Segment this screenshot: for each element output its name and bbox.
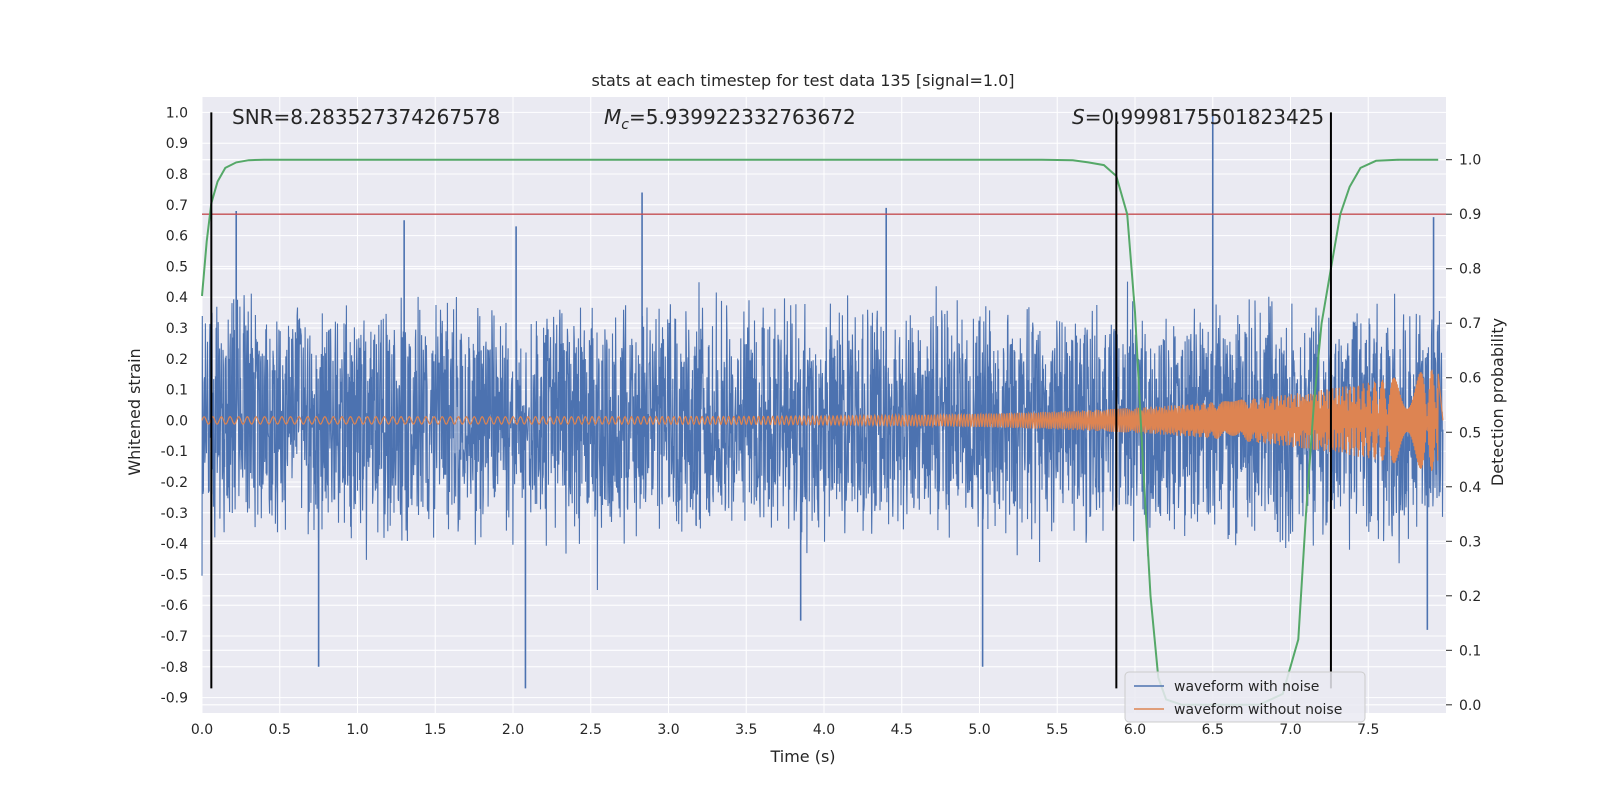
y-tick-label: 0.6	[166, 229, 188, 245]
chart-title: stats at each timestep for test data 135…	[591, 71, 1014, 90]
y-tick-label: 0.5	[166, 259, 188, 275]
y-tick-label: -0.8	[161, 660, 188, 676]
y-tick-label: 0.2	[166, 352, 188, 368]
y2-tick-label: 0.5	[1459, 425, 1481, 441]
score-annotation: S=0.9998175501823425	[1072, 105, 1324, 129]
y-tick-label: -0.3	[161, 506, 188, 522]
y-tick-label: -0.1	[161, 444, 188, 460]
series-waveform-without-noise	[201, 369, 1444, 472]
chirp-mass-annotation: Mc=5.939922332763672	[604, 105, 856, 133]
x-tick-label: 7.0	[1279, 722, 1301, 738]
y-tick-label: 0.4	[166, 290, 188, 306]
y-tick-label: 0.9	[166, 136, 188, 152]
legend-box	[1124, 671, 1366, 723]
snr-annotation: SNR=8.283527374267578	[232, 105, 500, 129]
noise-trace	[201, 281, 1444, 591]
chirp-mass-symbol: M	[604, 105, 621, 129]
y-tick-label: -0.2	[161, 475, 188, 491]
x-tick-label: 6.5	[1202, 722, 1224, 738]
y-tick-label: 0.7	[166, 198, 188, 214]
y-tick-label: 0.3	[166, 321, 188, 337]
legend: waveform with noise waveform without noi…	[1124, 671, 1366, 723]
x-tick-label: 6.0	[1124, 722, 1146, 738]
y-tick-label: 1.0	[166, 105, 188, 121]
x-tick-label: 4.5	[891, 722, 913, 738]
y-tick-label: -0.5	[161, 567, 188, 583]
y2-axis-ticks: 1.0 0.9 0.8 0.7 0.6 0.5 0.4 0.3 0.2 0.1 0.0	[1446, 153, 1481, 714]
y2-axis-label: Detection probability	[1488, 318, 1507, 486]
x-tick-label: 0.0	[191, 722, 213, 738]
x-tick-label: 5.0	[968, 722, 990, 738]
legend-label-clean: waveform without noise	[1174, 702, 1342, 718]
y-axis-label: Whitened strain	[125, 348, 144, 475]
y-axis-ticks: 1.0 0.9 0.8 0.7 0.6 0.5 0.4 0.3 0.2 0.1 0.0 -0.1 -0.…	[161, 105, 188, 706]
x-tick-label: 2.5	[580, 722, 602, 738]
y2-tick-label: 0.4	[1459, 480, 1481, 496]
y2-tick-label: 0.7	[1459, 316, 1481, 332]
y2-tick-label: 0.6	[1459, 371, 1481, 387]
x-axis-label: Time (s)	[769, 747, 835, 766]
x-tick-label: 7.5	[1357, 722, 1379, 738]
x-tick-label: 0.5	[269, 722, 291, 738]
y-tick-label: 0.0	[166, 413, 188, 429]
y-tick-label: 0.8	[166, 167, 188, 183]
chirp-mass-subscript: c	[621, 117, 629, 133]
y2-tick-label: 0.1	[1459, 643, 1481, 659]
x-tick-label: 2.0	[502, 722, 524, 738]
y-tick-label: -0.4	[161, 537, 188, 553]
x-tick-label: 1.0	[346, 722, 368, 738]
y-tick-label: -0.9	[161, 691, 188, 707]
x-tick-label: 5.5	[1046, 722, 1068, 738]
y-tick-label: -0.6	[161, 598, 188, 614]
x-tick-label: 3.0	[657, 722, 679, 738]
x-tick-label: 3.5	[735, 722, 757, 738]
clean-trace	[201, 369, 1444, 472]
y-tick-label: 0.1	[166, 383, 188, 399]
x-tick-label: 1.5	[424, 722, 446, 738]
x-axis-ticks: 0.0 0.5 1.0 1.5 2.0 2.5 3.0 3.5 4.0 4.5 5.0 5.5 6.0 6…	[191, 722, 1380, 738]
legend-label-noise: waveform with noise	[1174, 679, 1319, 695]
y-tick-label: -0.7	[161, 629, 188, 645]
score-symbol: S	[1072, 105, 1085, 129]
y2-tick-label: 0.8	[1459, 262, 1481, 278]
x-tick-label: 4.0	[813, 722, 835, 738]
y2-tick-label: 0.9	[1459, 207, 1481, 223]
vertical-markers	[210, 112, 1332, 689]
y2-tick-label: 0.2	[1459, 589, 1481, 605]
score-value: =0.9998175501823425	[1085, 105, 1324, 129]
y2-tick-label: 1.0	[1459, 153, 1481, 169]
y2-tick-label: 0.3	[1459, 534, 1481, 550]
chirp-mass-value: =5.939922332763672	[629, 105, 856, 129]
series-waveform-with-noise	[201, 112, 1444, 689]
y2-tick-label: 0.0	[1459, 698, 1481, 714]
